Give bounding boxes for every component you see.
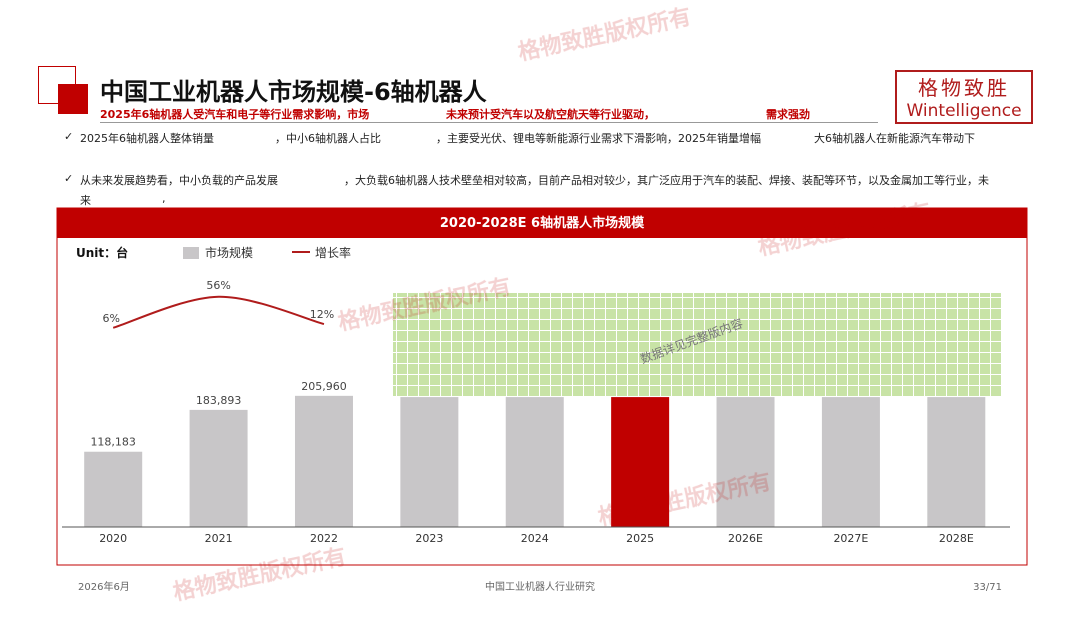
x-tick-label: 2026E [728, 532, 763, 545]
bullet-text: 来 [80, 194, 91, 207]
bullet-text: 从未来发展趋势看，中小负载的产品发展 [80, 174, 278, 187]
line-label: 12% [310, 308, 334, 321]
bullet-text: ，中小6轴机器人占比 [275, 132, 381, 145]
bar [505, 397, 564, 527]
check: ✓ [64, 172, 74, 185]
bar [716, 397, 775, 527]
logo-en: Wintelligence [906, 101, 1022, 121]
watermark: 格物致胜版权所有 [516, 4, 694, 66]
x-tick-label: 2022 [310, 532, 338, 545]
x-tick-label: 2020 [99, 532, 127, 545]
bullet-text: 2025年6轴机器人整体销量 [80, 132, 214, 145]
footer-page: 33/71 [973, 582, 1002, 593]
unit: Unit：台 [76, 245, 128, 260]
x-tick-label: 2027E [833, 532, 868, 545]
value-label: 183,893 [196, 394, 242, 407]
subtitle: 需求强劲 [766, 108, 810, 121]
line-label: 56% [206, 279, 230, 292]
legend-label: 增长率 [315, 245, 351, 260]
title: 中国工业机器人市场规模-6轴机器人 [100, 78, 487, 106]
footer-date: 2026年6月 [78, 580, 130, 593]
legend-swatch [183, 247, 199, 259]
value-label: 118,183 [90, 436, 136, 449]
redaction-grid [393, 293, 1001, 397]
bullet-text: ，大负载6轴机器人技术壁垒相对较高，目前产品相对较少，其广泛应用于汽车的装配、焊… [344, 174, 989, 187]
bar [84, 451, 143, 527]
bullet-text: ，主要受光伏、锂电等新能源行业需求下滑影响，2025年销量增幅 [436, 132, 761, 145]
legend-label: 市场规模 [205, 245, 253, 260]
bar [294, 395, 353, 527]
x-tick-label: 2024 [521, 532, 549, 545]
bar [927, 397, 986, 527]
logo-cn: 格物致胜 [918, 76, 1010, 100]
logo: 格物致胜 Wintelligence [895, 70, 1033, 124]
x-tick-label: 2025 [626, 532, 654, 545]
rule [100, 122, 878, 123]
chart-title: 2020-2028E 6轴机器人市场规模 [440, 215, 645, 231]
bar [400, 397, 459, 527]
subtitle: 2025年6轴机器人受汽车和电子等行业需求影响，市场 [100, 108, 370, 121]
bullet-text: 大6轴机器人在新能源汽车带动下 [814, 132, 975, 145]
deco-square [58, 84, 88, 114]
x-tick-label: 2028E [939, 532, 974, 545]
bar [821, 397, 880, 527]
line-label: 6% [102, 312, 119, 325]
bar [189, 409, 248, 527]
growth-line [112, 295, 325, 329]
bullet-text: , [162, 192, 166, 205]
bar [611, 397, 670, 527]
subtitle: 未来预计受汽车以及航空航天等行业驱动， [446, 108, 655, 121]
watermark: 格物致胜版权所有 [171, 544, 349, 606]
value-label: 205,960 [301, 380, 347, 393]
check: ✓ [64, 130, 74, 143]
footer-center: 中国工业机器人行业研究 [485, 580, 595, 593]
chart-banner [57, 208, 1027, 238]
x-tick-label: 2023 [415, 532, 443, 545]
x-tick-label: 2021 [205, 532, 233, 545]
